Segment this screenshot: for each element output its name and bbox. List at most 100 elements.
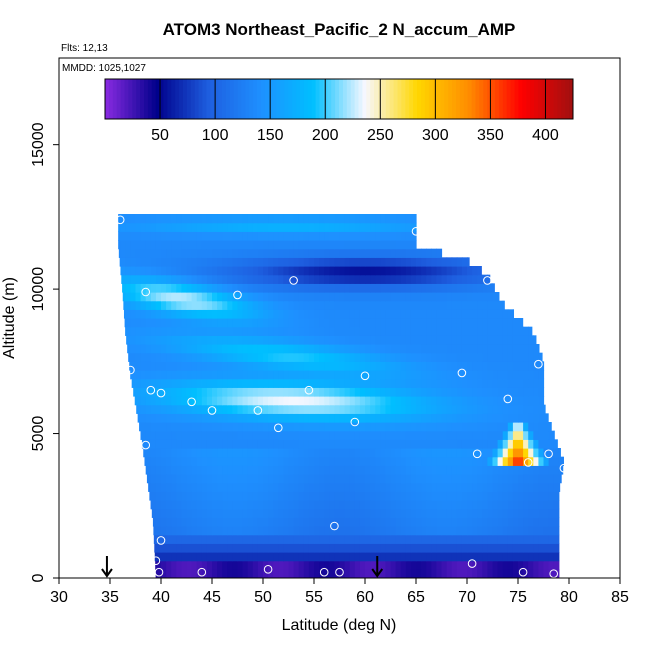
heatmap-cell <box>227 456 233 466</box>
heatmap-cell <box>385 543 392 553</box>
arrow-markers <box>101 556 384 578</box>
y-tick-label: 15000 <box>30 122 47 167</box>
heatmap-cell <box>451 283 458 293</box>
heatmap-cell <box>472 422 478 432</box>
heatmap-cell <box>161 335 167 345</box>
heatmap-cell <box>145 309 152 319</box>
heatmap-cell <box>176 222 182 232</box>
heatmap-cell <box>257 448 264 458</box>
heatmap-cell <box>145 370 152 380</box>
heatmap-cell <box>206 456 213 466</box>
heatmap-cell <box>344 396 351 406</box>
heatmap-cell <box>135 344 142 354</box>
heatmap-cell <box>303 370 310 380</box>
heatmap-cell <box>140 274 147 284</box>
heatmap-cell <box>288 274 295 284</box>
heatmap-cell <box>533 569 539 578</box>
heatmap-cell <box>227 430 233 440</box>
heatmap-cell <box>334 361 341 371</box>
heatmap-cell <box>293 534 300 544</box>
heatmap-cell <box>380 422 386 432</box>
heatmap-cell <box>523 387 529 397</box>
heatmap-cell <box>308 508 315 518</box>
heatmap-cell <box>319 569 325 578</box>
y-axis-label: Altitude (m) <box>1 277 18 359</box>
heatmap-cell <box>528 500 534 510</box>
heatmap-cell <box>314 352 320 362</box>
heatmap-cell <box>329 552 335 562</box>
heatmap-cell <box>227 560 233 570</box>
heatmap-cell <box>314 309 320 319</box>
heatmap-cell <box>349 370 356 380</box>
heatmap-cell <box>293 517 300 527</box>
heatmap-cell <box>227 387 233 397</box>
heatmap-cell <box>395 318 402 328</box>
heatmap-cell <box>375 240 381 250</box>
heatmap-cell <box>472 378 478 388</box>
heatmap-cell <box>161 526 167 536</box>
heatmap-cell <box>329 378 335 388</box>
heatmap-cell <box>441 552 448 562</box>
heatmap-cell <box>176 335 182 345</box>
heatmap-cell <box>288 456 295 466</box>
heatmap-cell <box>242 292 249 302</box>
heatmap-cell <box>339 240 346 250</box>
heatmap-cell <box>416 352 422 362</box>
heatmap-cell <box>288 534 295 544</box>
heatmap-cell <box>217 465 223 475</box>
heatmap-cell <box>293 274 300 284</box>
colorbar-frame <box>104 78 574 120</box>
heatmap-cell <box>293 491 300 501</box>
heatmap-cell <box>354 292 361 302</box>
colorbar-segment <box>171 79 176 119</box>
heatmap-cell <box>456 482 463 492</box>
heatmap-cell <box>518 318 524 328</box>
heatmap-cell <box>278 396 284 406</box>
heatmap-cell <box>145 240 152 250</box>
heatmap-cell <box>242 448 249 458</box>
heatmap-cell <box>349 569 356 578</box>
colorbar-segment <box>311 79 317 119</box>
heatmap-cell <box>375 335 381 345</box>
heatmap-cell <box>538 378 545 388</box>
heatmap-cell <box>410 569 417 578</box>
heatmap-cell <box>212 552 218 562</box>
heatmap-cell <box>227 214 233 224</box>
heatmap-cell <box>298 266 305 276</box>
heatmap-cell <box>247 448 254 458</box>
heatmap-cell <box>252 430 259 440</box>
heatmap-cell <box>303 300 310 310</box>
heatmap-cell <box>461 300 468 310</box>
heatmap-cell <box>166 378 172 388</box>
heatmap-cell <box>528 465 534 475</box>
heatmap-cell <box>533 352 539 362</box>
heatmap-cell <box>247 543 254 553</box>
heatmap-cell <box>431 326 437 336</box>
heatmap-cell <box>283 222 290 232</box>
heatmap-cell <box>441 422 448 432</box>
heatmap-cell <box>365 344 371 354</box>
heatmap-cell <box>477 335 483 345</box>
heatmap-cell <box>441 300 448 310</box>
heatmap-cell <box>390 222 397 232</box>
heatmap-cell <box>344 474 351 484</box>
heatmap-cell <box>334 266 341 276</box>
heatmap-cell <box>257 456 264 466</box>
heatmap-cell <box>421 292 427 302</box>
heatmap-cell <box>446 491 453 501</box>
heatmap-cell <box>324 283 330 293</box>
heatmap-cell <box>507 318 514 328</box>
observation-point <box>274 423 283 433</box>
heatmap-cell <box>507 465 514 475</box>
heatmap-cell <box>181 430 188 440</box>
heatmap-cell <box>533 552 539 562</box>
heatmap-cell <box>518 517 524 527</box>
heatmap-cell <box>222 526 228 536</box>
heatmap-cell <box>314 344 320 354</box>
heatmap-cell <box>502 491 509 501</box>
colorbar-segment <box>210 79 215 119</box>
heatmap-cell <box>390 491 397 501</box>
heatmap-cell <box>349 517 356 527</box>
heatmap-cell <box>456 292 463 302</box>
heatmap-cell <box>308 456 315 466</box>
